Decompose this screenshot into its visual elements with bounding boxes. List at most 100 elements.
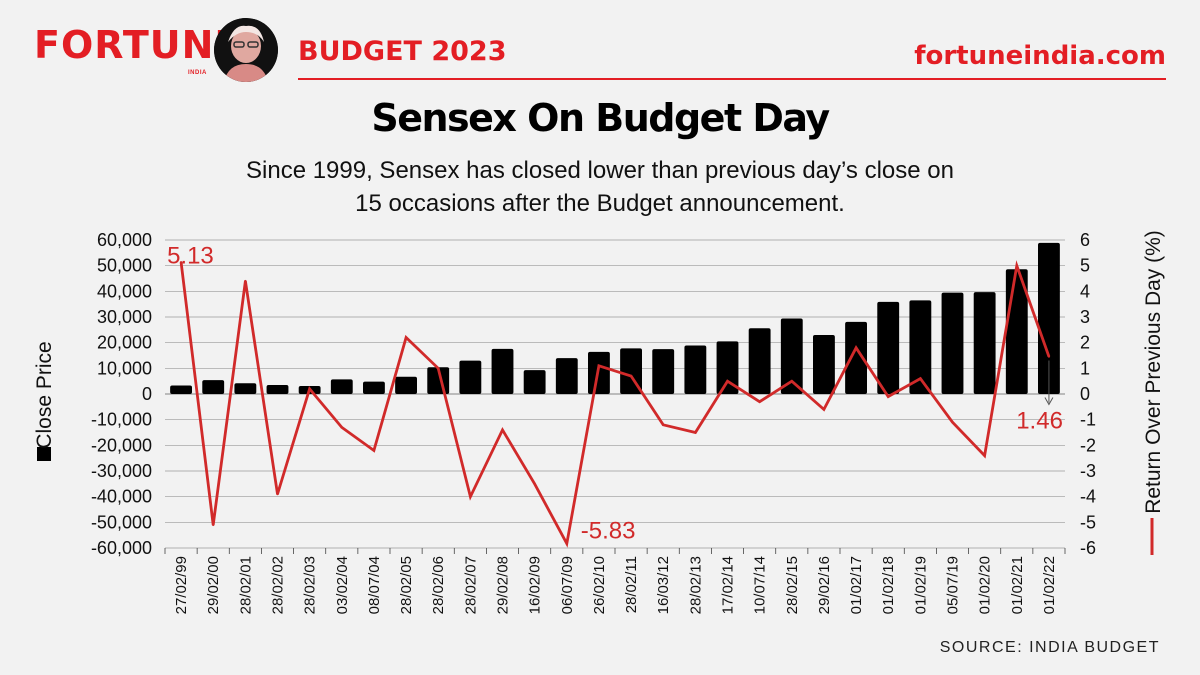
y-tick-left: -50,000: [91, 512, 152, 532]
y-tick-right: 0: [1080, 384, 1090, 404]
y-tick-left: 10,000: [97, 358, 152, 378]
return-point: [533, 482, 536, 486]
y-tick-right: -6: [1080, 538, 1096, 558]
return-point: [694, 431, 697, 434]
x-tick-label: 29/02/16: [816, 556, 833, 614]
x-tick-label: 01/02/18: [880, 556, 897, 614]
portrait-icon: [214, 18, 278, 82]
close-price-bar: [234, 383, 257, 394]
x-tick-label: 05/07/19: [945, 556, 962, 614]
y-tick-right: 4: [1080, 281, 1090, 301]
y-tick-right: 6: [1080, 230, 1090, 250]
close-price-bar: [363, 381, 385, 394]
close-price-bar: [1038, 242, 1060, 394]
y-tick-left: 0: [142, 384, 152, 404]
annotation-max: 5.13: [167, 242, 214, 269]
x-tick-label: 28/02/11: [623, 556, 640, 613]
x-tick-label: 29/02/00: [205, 556, 222, 614]
return-point: [790, 379, 793, 383]
close-price-bar: [555, 358, 578, 394]
y-axis-label-right: Return Over Previous Day (%): [1142, 230, 1165, 514]
return-point: [179, 261, 183, 264]
header: FORTUNE INDIA BUDGET 2023 fortuneindia.c…: [0, 0, 1200, 96]
return-line: [179, 260, 1051, 548]
return-point: [951, 421, 954, 424]
return-point: [758, 400, 761, 403]
return-point: [822, 408, 826, 411]
annotation-last: 1.46: [1016, 408, 1063, 435]
x-tick-label: 01/02/20: [977, 556, 994, 614]
subtitle-line-2: 15 occasions after the Budget announceme…: [355, 190, 845, 217]
x-tick-label: 16/02/09: [527, 556, 544, 614]
x-tick-label: 06/07/09: [559, 556, 576, 614]
site-link[interactable]: fortuneindia.com: [914, 41, 1166, 71]
y-tick-left: -20,000: [91, 435, 152, 455]
close-price-bar: [330, 379, 353, 394]
close-price-bar: [491, 348, 514, 394]
y-tick-right: 1: [1080, 358, 1090, 378]
x-tick-label: 28/02/15: [784, 556, 801, 614]
close-price-bar: [684, 345, 707, 394]
avatar: [214, 18, 278, 82]
chart-subtitle: Since 1999, Sensex has closed lower than…: [150, 154, 1050, 220]
return-point: [726, 379, 729, 383]
close-price-bar: [170, 385, 192, 394]
x-tick-label: 01/02/21: [1009, 556, 1026, 614]
y-tick-right: -2: [1080, 435, 1096, 455]
x-tick-label: 29/02/08: [495, 556, 512, 614]
y-axis-label-left: Close Price: [33, 341, 56, 448]
close-price-bar: [266, 385, 289, 394]
return-point: [501, 428, 504, 432]
y-tick-left: 60,000: [97, 230, 152, 250]
y-tick-right: -4: [1080, 487, 1096, 507]
return-point: [308, 387, 311, 391]
close-price-bar: [716, 341, 739, 394]
y-tick-right: -3: [1080, 461, 1096, 481]
source-note: SOURCE: INDIA BUDGET: [939, 639, 1160, 656]
return-point: [469, 495, 472, 498]
y-tick-left: -60,000: [91, 538, 152, 558]
annotation-arrowhead: [1044, 397, 1054, 406]
x-tick-label: 17/02/14: [720, 556, 737, 614]
fortune-logo: FORTUNE: [34, 23, 242, 67]
return-point: [372, 449, 376, 452]
y-tick-right: -1: [1080, 410, 1096, 430]
return-point: [404, 336, 408, 339]
x-tick-label: 01/02/22: [1041, 556, 1058, 614]
return-point: [437, 367, 440, 370]
return-point: [983, 454, 986, 457]
x-tick-label: 28/02/07: [462, 556, 479, 614]
return-point: [662, 423, 665, 426]
close-price-bar: [909, 300, 932, 394]
x-tick-label: 28/02/05: [398, 556, 415, 614]
return-point: [276, 492, 279, 496]
y-tick-right: 2: [1080, 333, 1090, 353]
return-point: [212, 523, 215, 527]
return-point: [629, 374, 633, 378]
close-price-bar: [748, 328, 771, 394]
return-point: [919, 377, 922, 380]
close-price-bar: [202, 380, 225, 394]
chart-title: Sensex On Budget Day: [371, 96, 830, 140]
x-tick-label: 28/02/13: [687, 556, 704, 614]
y-tick-right: -5: [1080, 512, 1096, 532]
subtitle-line-1: Since 1999, Sensex has closed lower than…: [246, 157, 954, 184]
return-point: [1015, 264, 1018, 267]
x-tick-label: 16/03/12: [655, 556, 672, 614]
x-tick-label: 01/02/17: [848, 556, 865, 614]
y-tick-right: 3: [1080, 307, 1090, 327]
return-point: [1047, 355, 1051, 358]
x-tick-label: 10/07/14: [752, 556, 769, 614]
y-tick-left: -10,000: [91, 410, 152, 430]
x-tick-label: 01/02/19: [912, 556, 929, 614]
close-price-bar: [877, 301, 900, 394]
y-tick-right: 5: [1080, 256, 1090, 276]
y-tick-left: 30,000: [97, 307, 152, 327]
return-point: [244, 279, 247, 283]
y-tick-left: 40,000: [97, 281, 152, 301]
x-tick-label: 03/02/04: [334, 556, 351, 614]
close-price-bar: [845, 321, 867, 394]
return-point: [340, 426, 343, 429]
return-point: [854, 346, 858, 349]
